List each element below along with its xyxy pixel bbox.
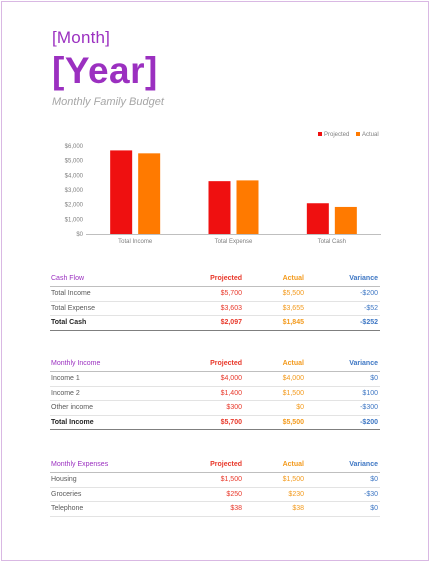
y-tick-label: $3,000 [65, 188, 84, 194]
table-header-row: Monthly Expenses Projected Actual Varian… [50, 457, 380, 473]
x-category-label: Total Cash [318, 239, 346, 245]
table-row: Income 1 $4,000 $4,000 $0 [50, 371, 380, 387]
bar-actual-total-expense [236, 180, 259, 234]
row-label[interactable]: Total Income [50, 414, 176, 431]
table-row: Telephone $38 $38 $0 [50, 501, 380, 517]
cell-value[interactable]: $1,400 [176, 386, 244, 402]
cell-value[interactable]: $230 [244, 487, 306, 503]
cell-value[interactable]: $4,000 [244, 371, 306, 387]
table-header-row: Cash Flow Projected Actual Variance [50, 271, 380, 287]
cell-value[interactable]: -$200 [306, 414, 380, 431]
cell-value[interactable]: $1,500 [176, 472, 244, 488]
cell-value[interactable]: $1,845 [244, 315, 306, 331]
cell-value[interactable]: $2,097 [176, 315, 244, 331]
year-heading[interactable]: [Year] [52, 50, 158, 91]
cell-value[interactable]: $3,655 [244, 301, 306, 317]
cell-value[interactable]: $100 [306, 386, 380, 402]
y-tick-label: $0 [76, 232, 83, 238]
table-row: Housing $1,500 $1,500 $0 [50, 472, 380, 488]
column-header: Actual [244, 271, 306, 287]
bar-projected-total-cash [306, 203, 329, 234]
bar-projected-total-expense [208, 181, 231, 234]
row-label[interactable]: Total Income [50, 286, 176, 302]
cell-value[interactable]: -$300 [306, 400, 380, 416]
y-tick-label: $2,000 [65, 203, 84, 209]
monthly-income-table: Monthly Income Projected Actual Variance… [50, 356, 380, 431]
column-header: Monthly Expenses [50, 457, 176, 473]
cell-value[interactable]: $38 [176, 501, 244, 517]
budget-chart-svg: $0 $1,000 $2,000 $3,000 $4,000 $5,000 $6,000 To… [65, 132, 381, 245]
column-header: Actual [244, 356, 306, 372]
cell-value[interactable]: $5,500 [244, 286, 306, 302]
cell-value[interactable]: $250 [176, 487, 244, 503]
column-header: Variance [306, 271, 380, 287]
cell-value[interactable]: $1,500 [244, 472, 306, 488]
cell-value[interactable]: -$30 [306, 487, 380, 503]
cash-flow-table: Cash Flow Projected Actual Variance Tota… [50, 271, 380, 331]
x-category-label: Total Income [118, 239, 153, 245]
bar-actual-total-income [138, 153, 161, 234]
bar-projected-total-income [110, 150, 133, 234]
table-row: Groceries $250 $230 -$30 [50, 487, 380, 503]
month-heading[interactable]: [Month] [52, 28, 111, 47]
cell-value[interactable]: $0 [244, 400, 306, 416]
total-row: Total Income $5,700 $5,500 -$200 [50, 414, 380, 431]
y-tick-label: $6,000 [65, 144, 84, 150]
row-label[interactable]: Other income [50, 400, 176, 416]
row-label[interactable]: Total Cash [50, 315, 176, 331]
row-label[interactable]: Income 1 [50, 371, 176, 387]
monthly-expenses-table: Monthly Expenses Projected Actual Varian… [50, 457, 380, 517]
legend-label-actual: Actual [362, 132, 379, 138]
x-category-label: Total Expense [215, 239, 253, 245]
cell-value[interactable]: $4,000 [176, 371, 244, 387]
cell-value[interactable]: $0 [306, 371, 380, 387]
row-label[interactable]: Housing [50, 472, 176, 488]
table-row: Income 2 $1,400 $1,500 $100 [50, 386, 380, 402]
legend-swatch-actual [356, 132, 360, 136]
cell-value[interactable]: $5,700 [176, 414, 244, 431]
column-header: Variance [306, 457, 380, 473]
cell-value[interactable]: $5,700 [176, 286, 244, 302]
cell-value[interactable]: $300 [176, 400, 244, 416]
column-header: Variance [306, 356, 380, 372]
y-tick-label: $5,000 [65, 159, 84, 165]
cell-value[interactable]: $1,500 [244, 386, 306, 402]
cell-value[interactable]: -$52 [306, 301, 380, 317]
budget-chart: $0 $1,000 $2,000 $3,000 $4,000 $5,000 $6,000 To… [40, 128, 385, 250]
row-label[interactable]: Telephone [50, 501, 176, 517]
table-row: Total Income $5,700 $5,500 -$200 [50, 286, 380, 302]
column-header: Projected [176, 356, 244, 372]
bar-actual-total-cash [334, 206, 357, 234]
column-header: Actual [244, 457, 306, 473]
legend-swatch-projected [318, 132, 322, 136]
table-row: Total Expense $3,603 $3,655 -$52 [50, 301, 380, 317]
column-header: Cash Flow [50, 271, 176, 287]
cell-value[interactable]: $0 [306, 501, 380, 517]
row-label[interactable]: Groceries [50, 487, 176, 503]
column-header: Monthly Income [50, 356, 176, 372]
table-row: Other income $300 $0 -$300 [50, 400, 380, 416]
legend-label-projected: Projected [324, 132, 349, 138]
cell-value[interactable]: $0 [306, 472, 380, 488]
cell-value[interactable]: -$252 [306, 315, 380, 331]
row-label[interactable]: Total Expense [50, 301, 176, 317]
column-header: Projected [176, 271, 244, 287]
budget-subtitle[interactable]: Monthly Family Budget [52, 96, 164, 108]
table-header-row: Monthly Income Projected Actual Variance [50, 356, 380, 372]
cell-value[interactable]: $5,500 [244, 414, 306, 431]
cell-value[interactable]: $3,603 [176, 301, 244, 317]
y-tick-label: $1,000 [65, 217, 84, 223]
total-row: Total Cash $2,097 $1,845 -$252 [50, 315, 380, 331]
y-tick-label: $4,000 [65, 173, 84, 179]
cell-value[interactable]: $38 [244, 501, 306, 517]
cell-value[interactable]: -$200 [306, 286, 380, 302]
column-header: Projected [176, 457, 244, 473]
row-label[interactable]: Income 2 [50, 386, 176, 402]
